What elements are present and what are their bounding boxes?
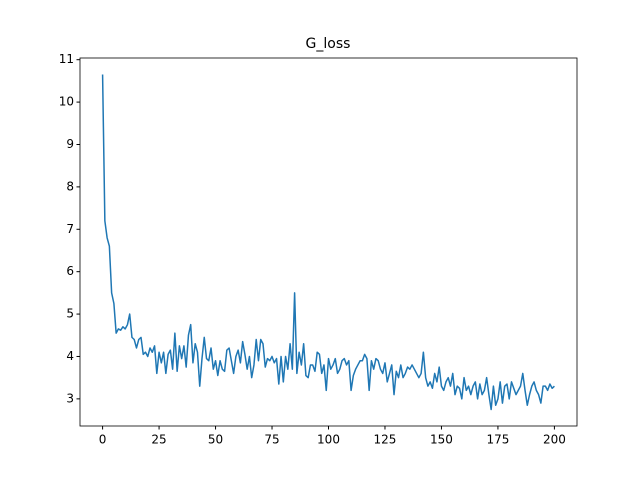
y-tick-label: 5	[66, 307, 74, 321]
x-tick-label: 125	[374, 433, 397, 447]
x-tick-label: 100	[317, 433, 340, 447]
y-tick-label: 6	[66, 264, 74, 278]
y-tick-label: 10	[59, 95, 74, 109]
x-tick-label: 150	[430, 433, 453, 447]
y-tick-label: 3	[66, 391, 74, 405]
line-series	[101, 74, 555, 411]
y-tick-label: 4	[66, 349, 74, 363]
chart-title: G_loss	[306, 36, 351, 52]
x-tick-label: 200	[543, 433, 566, 447]
x-tick-label: 75	[264, 433, 279, 447]
y-tick-label: 9	[66, 137, 74, 151]
x-tick-label: 175	[486, 433, 509, 447]
y-tick-label: 8	[66, 179, 74, 193]
y-tick-label: 7	[66, 222, 74, 236]
y-tick-label: 11	[59, 52, 74, 66]
x-tick-label: 50	[208, 433, 223, 447]
x-tick-label: 0	[99, 433, 107, 447]
x-tick-label: 25	[151, 433, 166, 447]
plot-frame	[79, 57, 578, 427]
